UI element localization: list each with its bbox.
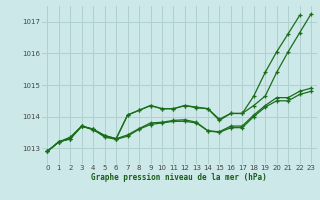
X-axis label: Graphe pression niveau de la mer (hPa): Graphe pression niveau de la mer (hPa) <box>91 173 267 182</box>
